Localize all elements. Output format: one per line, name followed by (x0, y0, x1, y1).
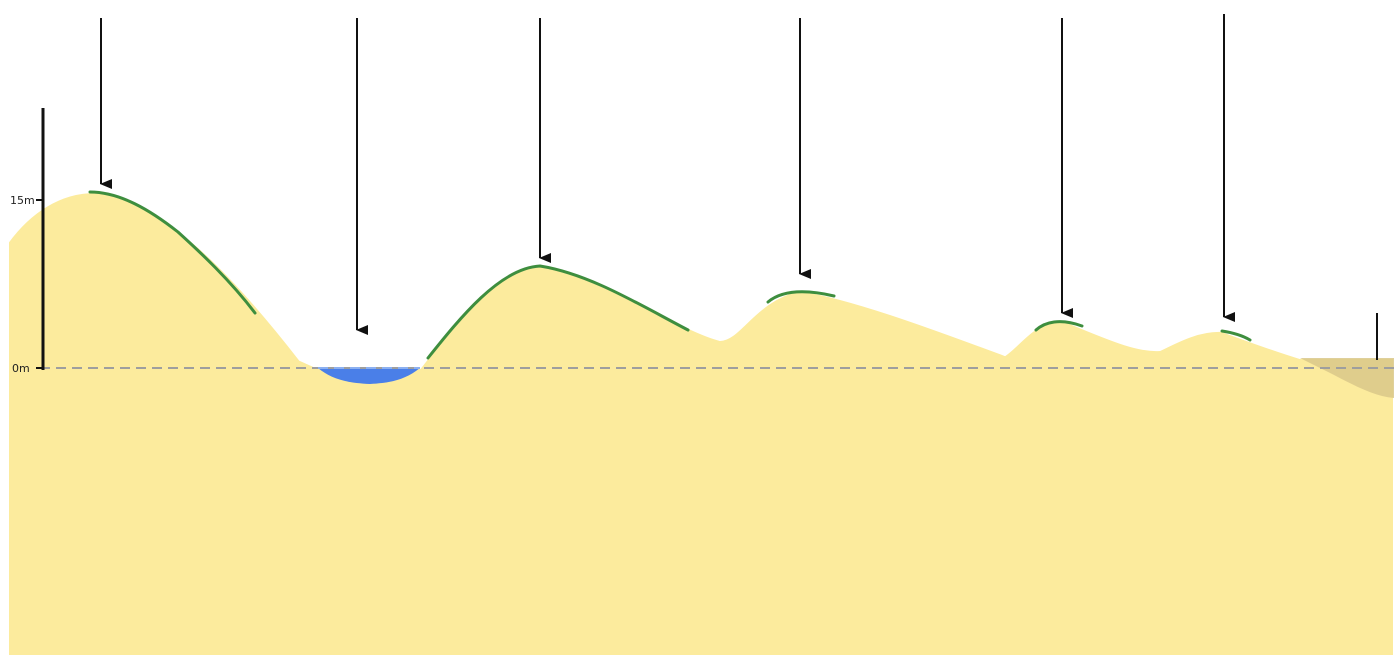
vegetation-crest-4 (1034, 320, 1084, 332)
vegetation (88, 190, 1252, 360)
vegetation-crest-5 (1220, 329, 1252, 342)
vegetation-crest-3 (766, 290, 836, 304)
vegetation-crest-2 (426, 264, 690, 360)
sand-body (7, 190, 1394, 656)
scale-label-0m: 0m (12, 362, 30, 375)
arrows (100, 14, 1235, 335)
water-pool (318, 368, 420, 384)
scale-label-15m: 15m (10, 194, 35, 207)
vegetation-crest-1 (88, 190, 257, 315)
